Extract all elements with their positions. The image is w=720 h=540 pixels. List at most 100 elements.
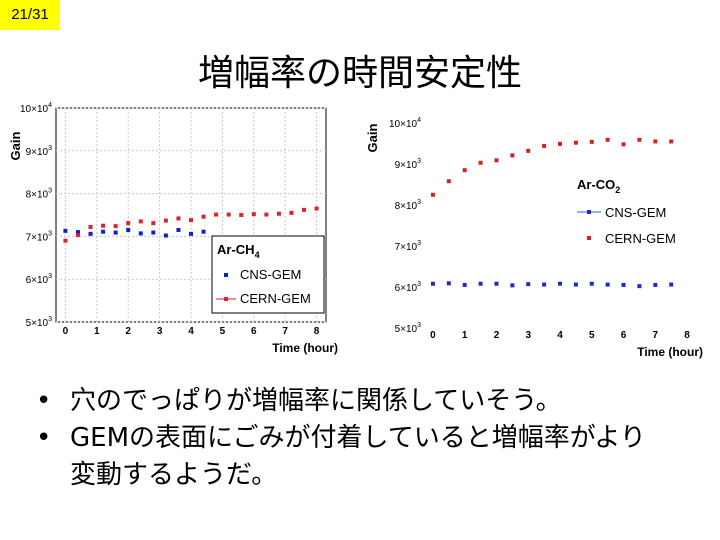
y-axis-label: Gain (8, 131, 23, 160)
data-point-cern-gem (189, 218, 193, 223)
bullet-item: • 穴のでっぱりが増幅率に関係していそう。 (36, 383, 670, 420)
y-tick-label: 8×103 (395, 199, 422, 212)
legend: Ar-CH4 CNS-GEM CERN-GEM (211, 235, 325, 314)
data-point-cern-gem (138, 219, 143, 224)
y-tick-label: 6×103 (395, 281, 422, 294)
data-point-cern-gem (526, 148, 531, 153)
data-point-cern-gem (113, 224, 118, 229)
data-point-cns-gem (75, 230, 80, 235)
data-point-cern-gem (494, 158, 499, 163)
data-point-cns-gem (621, 282, 626, 287)
x-tick-label: 3 (157, 326, 163, 337)
x-tick-label: 2 (494, 330, 500, 341)
x-tick-label: 5 (589, 330, 595, 341)
data-point-cern-gem (101, 223, 106, 228)
data-point-cns-gem (446, 281, 451, 286)
x-tick-label: 8 (314, 326, 320, 337)
data-point-cern-gem (151, 221, 156, 226)
x-tick-label: 0 (430, 330, 436, 341)
x-tick-label: 0 (63, 326, 69, 337)
data-points (63, 206, 319, 243)
data-point-cern-gem (314, 206, 319, 211)
data-point-cns-gem (163, 233, 168, 238)
legend-label-cns-gem: CNS-GEM (240, 267, 301, 282)
x-tick-label: 8 (684, 330, 690, 341)
y-tick-label: 5×103 (395, 322, 422, 335)
data-point-cns-gem (189, 231, 193, 236)
y-tick-label: 9×103 (395, 158, 422, 171)
data-point-cern-gem (621, 142, 626, 147)
x-tick-label: 7 (282, 326, 288, 337)
data-point-cns-gem (526, 282, 531, 287)
y-tick-label: 7×103 (395, 240, 422, 253)
y-tick-label: 6×103 (26, 273, 53, 286)
bullet-dot: • (36, 386, 52, 416)
data-point-cern-gem (239, 213, 244, 217)
y-tick-label: 10×104 (389, 117, 421, 130)
data-point-cns-gem (63, 228, 68, 233)
y-tick-label: 9×103 (26, 145, 53, 158)
x-tick-label: 1 (94, 326, 100, 337)
data-point-cns-gem (176, 227, 181, 232)
legend-marker-cns-gem (587, 210, 591, 214)
x-tick-label: 6 (251, 326, 257, 337)
data-point-cern-gem (430, 192, 435, 197)
legend-label-cern-gem: CERN-GEM (240, 291, 311, 306)
data-point-cern-gem (605, 137, 610, 142)
data-point-cern-gem (176, 216, 181, 221)
data-point-cern-gem (510, 153, 515, 158)
data-point-cns-gem (494, 281, 499, 286)
data-point-cern-gem (276, 211, 281, 216)
bullet-text: 穴のでっぱりが増幅率に関係していそう。 (70, 386, 562, 416)
legend-marker-cern-gem (224, 297, 228, 301)
x-tick-label: 3 (525, 330, 531, 341)
legend: Ar-CO2 CNS-GEM CERN-GEM (577, 177, 676, 246)
bullet-item: • GEMの表面にごみが付着していると増幅率がより変動するようだ。 (36, 420, 670, 494)
data-point-cns-gem (126, 227, 131, 232)
bullet-text: GEMの表面にごみが付着していると増幅率がより変動するようだ。 (70, 423, 646, 490)
data-point-cern-gem (126, 221, 131, 226)
data-point-cern-gem (558, 141, 562, 146)
x-tick-label: 7 (653, 330, 659, 341)
y-tick-label: 8×103 (26, 188, 53, 201)
bullet-dot: • (36, 423, 52, 453)
y-tick-labels: 5×103 6×103 7×103 8×103 9×103 10×104 (389, 117, 421, 335)
x-tick-label: 4 (557, 330, 563, 341)
data-point-cns-gem (478, 281, 483, 286)
data-point-cern-gem (88, 224, 93, 229)
data-point-cns-gem (510, 283, 515, 288)
data-point-cns-gem (430, 281, 435, 286)
page-number: 21/31 (0, 0, 60, 30)
data-point-cns-gem (201, 229, 206, 234)
data-point-cern-gem (542, 143, 547, 148)
x-tick-label: 6 (621, 330, 627, 341)
data-point-cern-gem (214, 212, 219, 217)
data-point-cern-gem (289, 210, 294, 215)
x-axis-label: Time (hour) (637, 345, 703, 359)
data-point-cern-gem (478, 160, 483, 165)
x-axis-label: Time (hour) (272, 341, 338, 355)
y-tick-labels: 5×103 6×103 7×103 8×103 9×103 10×104 (20, 102, 52, 329)
data-point-cern-gem (462, 168, 467, 173)
data-point-cern-gem (669, 139, 674, 144)
legend-marker-cern-gem (587, 236, 591, 240)
y-tick-label: 7×103 (26, 230, 53, 243)
data-point-cns-gem (101, 229, 106, 234)
data-point-cern-gem (573, 140, 578, 145)
data-point-cern-gem (75, 233, 80, 238)
x-tick-labels: 0 1 2 3 4 5 6 7 8 (63, 326, 320, 337)
y-tick-label: 5×103 (26, 316, 53, 329)
data-point-cns-gem (605, 282, 610, 287)
legend-label-cern-gem: CERN-GEM (605, 231, 676, 246)
x-tick-label: 1 (462, 330, 468, 341)
x-tick-label: 4 (188, 326, 194, 337)
data-point-cern-gem (653, 139, 658, 144)
data-point-cern-gem (446, 179, 451, 184)
data-point-cns-gem (637, 284, 642, 289)
y-tick-label: 10×104 (20, 102, 52, 115)
data-point-cns-gem (151, 230, 156, 235)
legend-title: Ar-CO2 (577, 177, 620, 195)
data-point-cern-gem (226, 212, 231, 217)
data-point-cns-gem (573, 282, 578, 287)
x-tick-label: 2 (125, 326, 131, 337)
